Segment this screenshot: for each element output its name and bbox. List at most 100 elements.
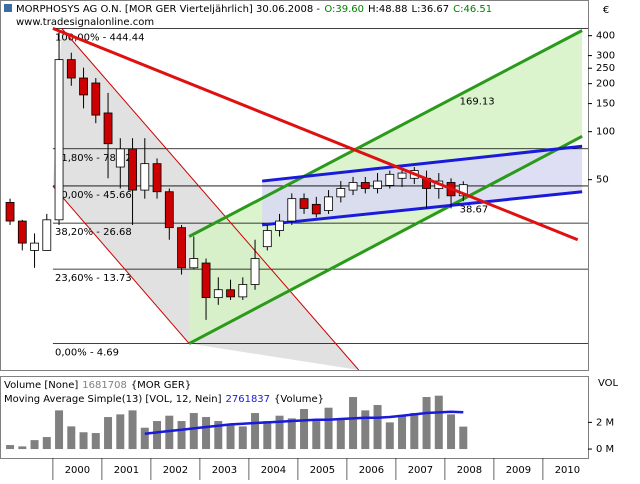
volume-bar: [18, 446, 27, 450]
candle-body: [140, 163, 150, 191]
volume-bar: [361, 410, 370, 450]
x-tick-label: 2007: [408, 465, 433, 476]
currency: €: [603, 5, 609, 16]
channel-line: [188, 29, 583, 238]
candle-body: [189, 258, 199, 269]
volume-bar: [177, 421, 186, 450]
candle-body: [30, 242, 39, 251]
x-tick-label: 2004: [261, 465, 286, 476]
y-tick-label: 50: [596, 175, 609, 186]
candle-body: [128, 148, 137, 191]
candle-body: [201, 262, 211, 299]
header: MORPHOSYS AG O.N. [MOR GER Vierteljährli…: [16, 4, 492, 15]
header-value: O:39.60: [324, 4, 364, 15]
legend-entry: Volume [None] 1681708 {MOR GER}: [4, 380, 191, 391]
candle-body: [164, 191, 174, 229]
x-tick-label: 2000: [65, 465, 90, 476]
legend-suffix: {MOR GER}: [131, 380, 191, 391]
candle-body: [385, 173, 395, 186]
title: MORPHOSYS AG O.N. [MOR GER Vierteljährli…: [16, 4, 320, 15]
volume-bar: [67, 426, 76, 450]
annotation: 169.13: [460, 96, 495, 107]
volume-bar: [165, 415, 174, 450]
candle-body: [79, 77, 88, 96]
volume-bar: [214, 421, 223, 450]
x-tick-label: 2006: [359, 465, 384, 476]
fib-label: 50,00% - 45.66: [55, 190, 132, 201]
volume-bar: [349, 397, 358, 450]
candle-body: [54, 59, 64, 221]
channel-line: [188, 134, 583, 345]
candle-body: [397, 172, 407, 179]
volume-bar: [128, 410, 137, 450]
y-tick-label: 2 M: [596, 417, 614, 428]
volume-bar: [116, 414, 125, 450]
candle-body: [275, 220, 284, 231]
icon: [4, 4, 12, 12]
candle-body: [299, 198, 309, 209]
candle-body: [5, 202, 15, 222]
candle-body: [66, 59, 76, 79]
volume-bar: [79, 432, 88, 450]
volume-bar: [287, 418, 296, 450]
volume-bar: [153, 421, 162, 450]
volume-bar: [434, 395, 443, 450]
candle-body: [336, 188, 346, 198]
volume-bar: [385, 422, 394, 450]
volume-bar: [140, 427, 149, 450]
volume-bar: [398, 415, 407, 450]
y-tick-label: 250: [596, 63, 615, 74]
volume-bar: [189, 413, 198, 450]
trendline: [52, 26, 579, 242]
volume-bar: [55, 410, 64, 450]
candle-body: [250, 258, 260, 285]
candle-body: [115, 148, 125, 168]
candle-body: [91, 82, 101, 116]
volume-bar: [336, 418, 345, 450]
candle-body: [348, 182, 358, 191]
fib-label: 23,60% - 13.73: [55, 273, 132, 284]
volume-bar: [324, 407, 333, 450]
channel-line: [61, 28, 360, 370]
volume-bar: [275, 415, 284, 450]
volume-bar: [238, 426, 247, 450]
volume-axis-label: VOL: [598, 378, 619, 389]
x-tick-label: 2003: [212, 465, 237, 476]
volume-bar: [312, 421, 321, 450]
source: www.tradesignalonline.com: [16, 17, 154, 28]
candle-body: [103, 112, 113, 145]
x-tick-label: 2002: [163, 465, 188, 476]
y-tick-label: 300: [596, 51, 615, 62]
candle-body: [287, 198, 297, 222]
header-value: L:36.67: [412, 4, 450, 15]
y-tick-label: 100: [596, 127, 615, 138]
volume-bar: [104, 417, 113, 450]
x-tick-label: 2010: [555, 465, 580, 476]
volume-bar: [410, 413, 419, 450]
candle-body: [360, 182, 370, 189]
candle-body: [458, 184, 468, 197]
annotation: 38.67: [460, 204, 489, 215]
candle-body: [17, 220, 27, 244]
legend-name: Moving Average Simple(13) [VOL, 12, Nein…: [4, 394, 222, 405]
legend-entry: Moving Average Simple(13) [VOL, 12, Nein…: [4, 394, 324, 405]
volume-bar: [422, 397, 431, 450]
y-tick-label: 150: [596, 99, 615, 110]
candle-body: [262, 230, 272, 248]
volume-bar: [251, 413, 260, 450]
volume-bar: [6, 445, 15, 450]
legend-value: 1681708: [82, 380, 127, 391]
candle-body: [373, 180, 382, 189]
x-tick-label: 2008: [457, 465, 482, 476]
x-tick-label: 2009: [506, 465, 531, 476]
candle-body: [152, 163, 162, 193]
channel-line: [261, 190, 583, 227]
volume-bar: [202, 417, 211, 450]
price-plot: 100,00% - 444.44 61,80% - 78.12 50,00% - 4…: [5, 26, 588, 370]
x-tick-label: 2001: [114, 465, 139, 476]
volume-bar: [42, 437, 51, 450]
fib-label: 100,00% - 444.44: [55, 32, 144, 43]
volume-bar: [30, 440, 39, 450]
header-value: H:48.88: [368, 4, 408, 15]
